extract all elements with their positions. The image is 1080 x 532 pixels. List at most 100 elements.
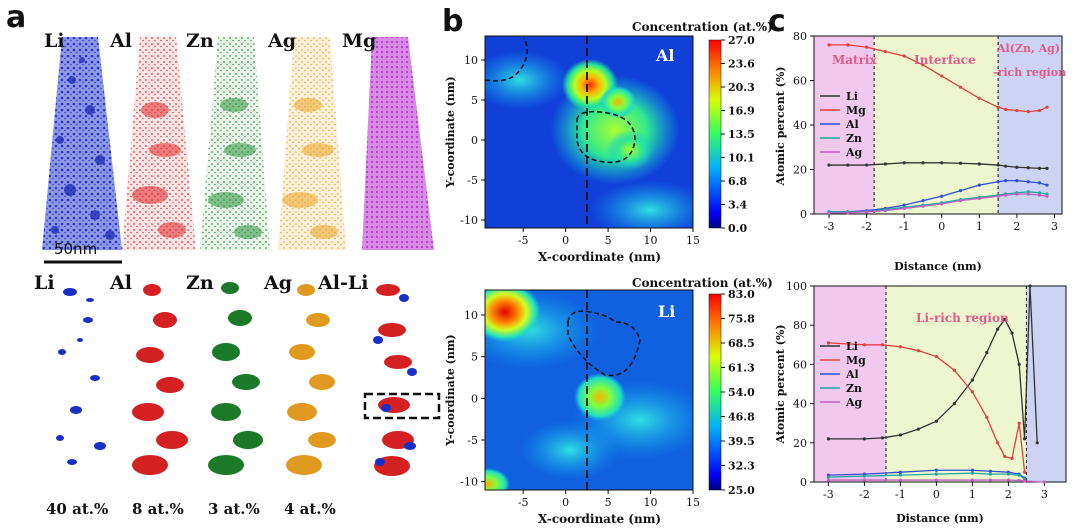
data-point-ag: [977, 196, 981, 201]
data-point-mg: [846, 43, 850, 47]
colorbar-tick-label: 6.8: [728, 175, 747, 188]
b-bottom-element: Li: [658, 302, 676, 321]
c-bottom-xlabel: Distance (nm): [896, 512, 984, 525]
c-top-region-interface: Interface: [914, 53, 976, 67]
data-point-li: [952, 402, 956, 406]
data-point-li: [1017, 362, 1021, 366]
map-y-tick-label: 5: [471, 94, 478, 107]
data-point-mg: [1017, 421, 1021, 425]
legend-label-zn: Zn: [846, 382, 862, 395]
data-point-al: [921, 199, 925, 203]
map-x-tick-label: 15: [686, 234, 700, 247]
al-li-isosurface: [373, 284, 417, 476]
x-tick-label: 2: [1005, 488, 1012, 501]
c-top-region-rich-2: -rich region: [993, 66, 1066, 79]
legend-label-al: Al: [845, 118, 859, 131]
data-point-mg: [826, 341, 830, 345]
data-point-al: [934, 468, 938, 472]
data-point-zn: [1017, 473, 1021, 477]
data-point-li: [1035, 441, 1039, 445]
data-point-mg: [985, 415, 989, 419]
data-point-mg: [880, 343, 884, 347]
label-al-top: Al: [110, 30, 132, 52]
data-point-mg: [958, 85, 963, 89]
plot-frame: [813, 285, 1067, 483]
label-li-top: Li: [44, 30, 65, 52]
colorbar-tick-label: 0.0: [728, 222, 747, 235]
data-point-li: [921, 161, 925, 165]
data-point-zn: [1037, 191, 1042, 195]
colorbar-tick-label: 16.9: [728, 105, 755, 118]
y-tick-label: 20: [793, 437, 807, 450]
data-point-mg: [1004, 107, 1008, 112]
data-point-ag: [883, 209, 887, 213]
data-point-mg: [865, 45, 869, 49]
panel-b-letter: b: [442, 4, 464, 39]
x-tick-label: 2: [1013, 220, 1020, 233]
data-point-al: [1004, 179, 1008, 183]
map-y-tick-label: -10: [460, 476, 478, 489]
map-y-tick-label: 5: [471, 351, 478, 364]
data-point-ag: [940, 202, 944, 206]
x-tick-label: -3: [824, 220, 835, 233]
data-point-li: [862, 437, 866, 441]
pct-li: 40 at.%: [46, 500, 109, 518]
data-point-mg: [977, 96, 981, 100]
map-y-tick-label: -5: [467, 174, 478, 187]
data-point-li: [934, 419, 938, 423]
label-ag-bottom: Ag: [264, 272, 293, 294]
data-point-li: [985, 351, 989, 355]
x-tick-label: 0: [938, 220, 945, 233]
data-point-li: [1037, 166, 1042, 170]
colorbar-tick-label: 13.5: [728, 128, 755, 141]
y-tick-label: 20: [793, 164, 807, 177]
panel-c-letter: c: [768, 4, 786, 39]
series-line-ag: [828, 479, 1045, 483]
data-point-li: [865, 163, 869, 167]
colorbar-tick-label: 20.3: [728, 81, 755, 94]
data-point-ag: [1015, 192, 1019, 196]
data-point-zn: [934, 472, 938, 476]
panel-a-atom-maps: [42, 37, 441, 476]
y-tick-label: 80: [793, 319, 807, 332]
colorbar-tick-label: 68.5: [728, 337, 755, 350]
data-point-li: [1026, 166, 1030, 170]
label-al-li-bottom: Al-Li: [318, 272, 369, 294]
map-y-tick-label: -5: [467, 434, 478, 447]
colorbar-tick-label: 39.5: [728, 435, 755, 448]
map-y-tick-label: 0: [471, 134, 478, 147]
data-point-li: [1015, 165, 1019, 169]
pct-ag: 4 at.%: [284, 500, 336, 518]
region-shade-2: [886, 286, 1027, 482]
scale-bar-label: 50nm: [54, 240, 98, 258]
data-point-ag: [958, 199, 963, 203]
data-point-mg: [1010, 456, 1014, 461]
data-point-ag: [1037, 193, 1042, 197]
ag-atom-map: [278, 37, 346, 250]
data-point-mg: [827, 43, 831, 47]
data-point-mg: [970, 390, 974, 394]
colorbar-tick-label: 27.0: [728, 34, 755, 47]
c-bottom-ylabel: Atomic percent (%): [774, 324, 787, 444]
data-point-mg: [934, 354, 938, 359]
y-tick-label: 80: [793, 30, 807, 43]
x-tick-label: 3: [1041, 488, 1048, 501]
b-bottom-ylabel: Y-coordinate (nm): [444, 334, 457, 446]
data-point-zn: [1026, 190, 1030, 194]
data-point-al: [1026, 180, 1030, 184]
data-point-li: [1003, 317, 1007, 321]
data-point-zn: [1045, 192, 1049, 196]
legend-label-li: Li: [846, 90, 858, 103]
data-point-al: [1015, 179, 1019, 183]
data-point-ag: [862, 478, 866, 482]
c-top-region-matrix: Matrix: [832, 53, 877, 67]
map-y-tick-label: 10: [464, 54, 478, 67]
data-point-ag: [988, 478, 992, 482]
mg-atom-map: [362, 37, 434, 250]
data-point-li: [1028, 284, 1032, 288]
data-point-al: [988, 469, 992, 473]
map-y-tick-label: -10: [460, 214, 478, 227]
label-mg-top: Mg: [342, 30, 377, 52]
label-zn-top: Zn: [186, 30, 214, 52]
c-top-ylabel: Atomic percent (%): [774, 66, 787, 186]
